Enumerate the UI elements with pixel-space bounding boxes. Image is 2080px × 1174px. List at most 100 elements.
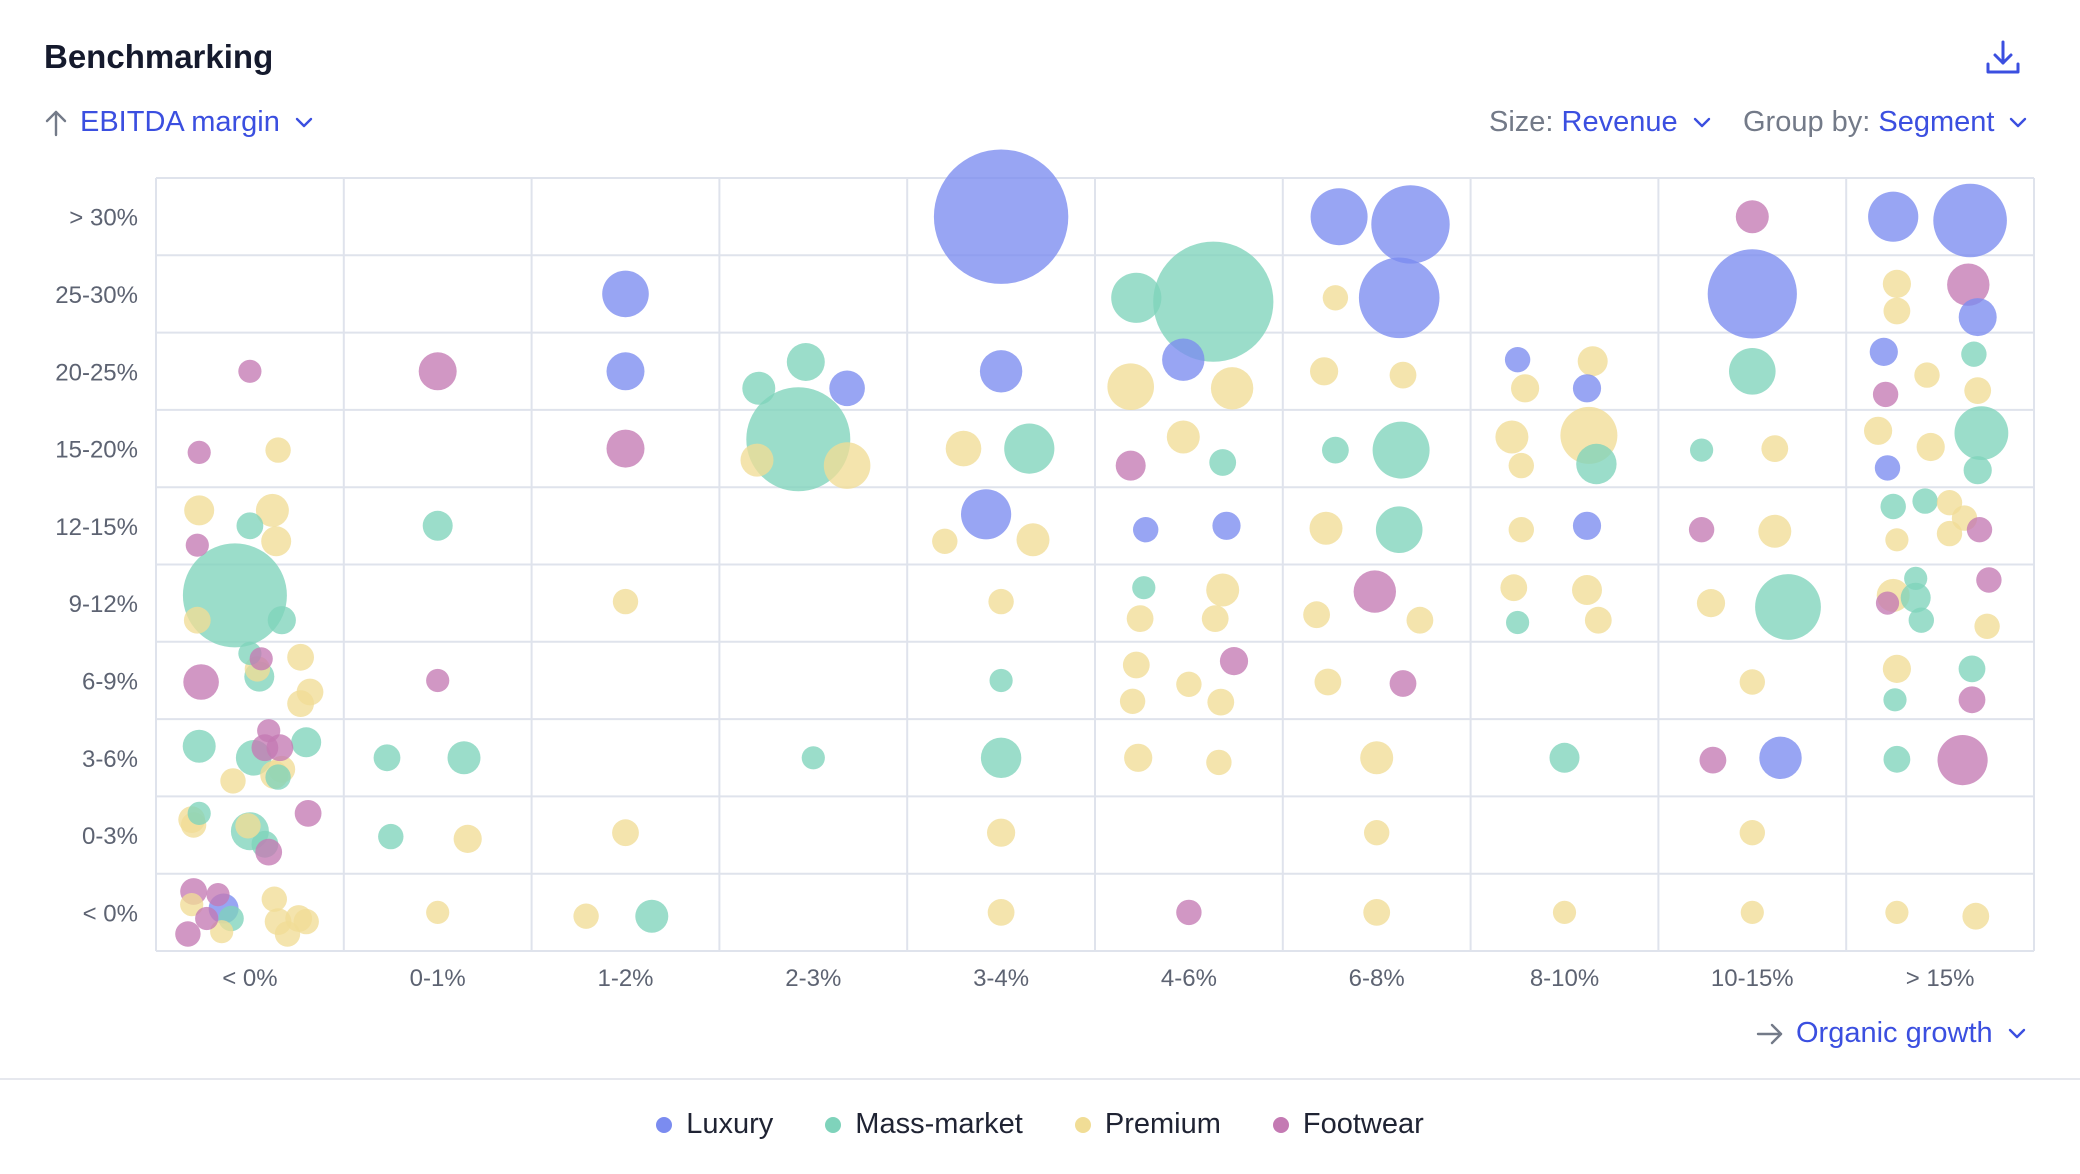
- bubble-mass-market[interactable]: [1900, 582, 1931, 613]
- bubble-premium[interactable]: [1739, 669, 1766, 695]
- bubble-luxury[interactable]: [1133, 517, 1159, 543]
- bubble-premium[interactable]: [1584, 606, 1612, 634]
- bubble-premium[interactable]: [1126, 605, 1154, 632]
- bubble-premium[interactable]: [220, 768, 246, 794]
- bubble-mass-market[interactable]: [1132, 576, 1156, 600]
- bubble-premium[interactable]: [932, 528, 958, 554]
- bubble-footwear[interactable]: [255, 838, 283, 866]
- bubble-footwear[interactable]: [1115, 450, 1146, 481]
- bubble-mass-market[interactable]: [1883, 745, 1911, 773]
- size-selector[interactable]: Size: Revenue: [1489, 106, 1712, 139]
- bubble-footwear[interactable]: [418, 352, 457, 391]
- bubble-premium[interactable]: [1936, 520, 1963, 547]
- bubble-mass-market[interactable]: [187, 801, 211, 826]
- bubble-footwear[interactable]: [1353, 570, 1397, 613]
- bubble-footwear[interactable]: [187, 440, 211, 464]
- bubble-mass-market[interactable]: [1690, 438, 1714, 462]
- bubble-premium[interactable]: [1016, 523, 1050, 557]
- bubble-footwear[interactable]: [238, 359, 262, 383]
- bubble-mass-market[interactable]: [267, 606, 296, 635]
- bubble-premium[interactable]: [1885, 528, 1909, 552]
- bubble-footwear[interactable]: [257, 719, 281, 743]
- bubble-premium[interactable]: [1885, 900, 1909, 925]
- bubble-premium[interactable]: [255, 493, 289, 527]
- bubble-luxury[interactable]: [1868, 191, 1919, 242]
- bubble-premium[interactable]: [1389, 361, 1417, 389]
- bubble-luxury[interactable]: [829, 370, 865, 407]
- bubble-premium[interactable]: [1206, 749, 1232, 776]
- bubble-premium[interactable]: [1210, 367, 1254, 410]
- bubble-premium[interactable]: [1740, 900, 1764, 925]
- bubble-luxury[interactable]: [1358, 257, 1440, 339]
- bubble-premium[interactable]: [1495, 420, 1529, 454]
- bubble-premium[interactable]: [184, 495, 215, 526]
- bubble-mass-market[interactable]: [1322, 436, 1349, 464]
- bubble-premium[interactable]: [1916, 432, 1945, 462]
- bubble-mass-market[interactable]: [1576, 443, 1617, 485]
- bubble-footwear[interactable]: [1966, 517, 1993, 543]
- bubble-premium[interactable]: [210, 920, 234, 944]
- legend-item-mass-market[interactable]: Mass-market: [825, 1108, 1023, 1141]
- bubble-luxury[interactable]: [961, 489, 1012, 540]
- bubble-mass-market[interactable]: [291, 727, 322, 758]
- bubble-premium[interactable]: [1882, 269, 1911, 298]
- bubble-premium[interactable]: [1964, 377, 1992, 404]
- bubble-premium[interactable]: [1883, 297, 1911, 325]
- bubble-luxury[interactable]: [1572, 374, 1602, 403]
- bubble-mass-market[interactable]: [422, 510, 453, 541]
- bubble-footwear[interactable]: [195, 906, 219, 931]
- bubble-premium[interactable]: [1962, 902, 1990, 930]
- bubble-mass-market[interactable]: [1153, 241, 1274, 362]
- bubble-mass-market[interactable]: [1372, 421, 1430, 479]
- bubble-mass-market[interactable]: [1004, 423, 1055, 474]
- bubble-footwear[interactable]: [185, 533, 209, 557]
- bubble-premium[interactable]: [1322, 285, 1349, 311]
- bubble-footwear[interactable]: [1947, 263, 1990, 306]
- bubble-mass-market[interactable]: [447, 741, 481, 775]
- bubble-mass-market[interactable]: [1755, 574, 1821, 640]
- bubble-luxury[interactable]: [606, 352, 645, 391]
- bubble-footwear[interactable]: [183, 664, 219, 700]
- bubble-premium[interactable]: [1577, 346, 1608, 377]
- bubble-mass-market[interactable]: [236, 512, 264, 540]
- bubble-footwear[interactable]: [1176, 899, 1202, 926]
- bubble-premium[interactable]: [453, 824, 482, 854]
- bubble-premium[interactable]: [1500, 574, 1528, 602]
- bubble-premium[interactable]: [612, 819, 639, 847]
- bubble-premium[interactable]: [1176, 671, 1202, 697]
- bubble-mass-market[interactable]: [1883, 688, 1907, 712]
- bubble-premium[interactable]: [988, 588, 1014, 615]
- bubble-mass-market[interactable]: [378, 823, 404, 850]
- bubble-premium[interactable]: [1508, 452, 1535, 479]
- bubble-luxury[interactable]: [1958, 298, 1997, 337]
- bubble-premium[interactable]: [1552, 900, 1577, 925]
- bubble-premium[interactable]: [1696, 589, 1726, 618]
- bubble-mass-market[interactable]: [1961, 341, 1987, 367]
- bubble-premium[interactable]: [612, 588, 639, 615]
- bubble-luxury[interactable]: [1869, 337, 1898, 366]
- bubble-luxury[interactable]: [1933, 183, 2007, 258]
- bubble-footwear[interactable]: [175, 921, 201, 947]
- bubble-mass-market[interactable]: [1111, 272, 1162, 323]
- legend-item-footwear[interactable]: Footwear: [1272, 1108, 1424, 1141]
- bubble-premium[interactable]: [287, 643, 314, 671]
- bubble-mass-market[interactable]: [1904, 566, 1928, 591]
- bubble-premium[interactable]: [261, 526, 292, 557]
- bubble-premium[interactable]: [287, 690, 314, 717]
- bubble-premium[interactable]: [1739, 820, 1766, 846]
- bubble-premium[interactable]: [1572, 575, 1602, 605]
- bubble-premium[interactable]: [265, 437, 291, 463]
- bubble-luxury[interactable]: [933, 149, 1069, 284]
- bubble-premium[interactable]: [1207, 688, 1235, 716]
- bubble-premium[interactable]: [183, 606, 211, 634]
- bubble-premium[interactable]: [1310, 357, 1339, 386]
- group-by-selector[interactable]: Group by: Segment: [1743, 106, 2028, 139]
- bubble-luxury[interactable]: [1707, 249, 1797, 339]
- bubble-footwear[interactable]: [294, 800, 322, 827]
- bubble-footwear[interactable]: [1735, 200, 1769, 234]
- bubble-mass-market[interactable]: [1729, 348, 1776, 395]
- bubble-footwear[interactable]: [206, 883, 230, 907]
- bubble-footwear[interactable]: [1872, 381, 1899, 408]
- bubble-premium[interactable]: [740, 443, 774, 477]
- bubble-mass-market[interactable]: [1549, 742, 1580, 773]
